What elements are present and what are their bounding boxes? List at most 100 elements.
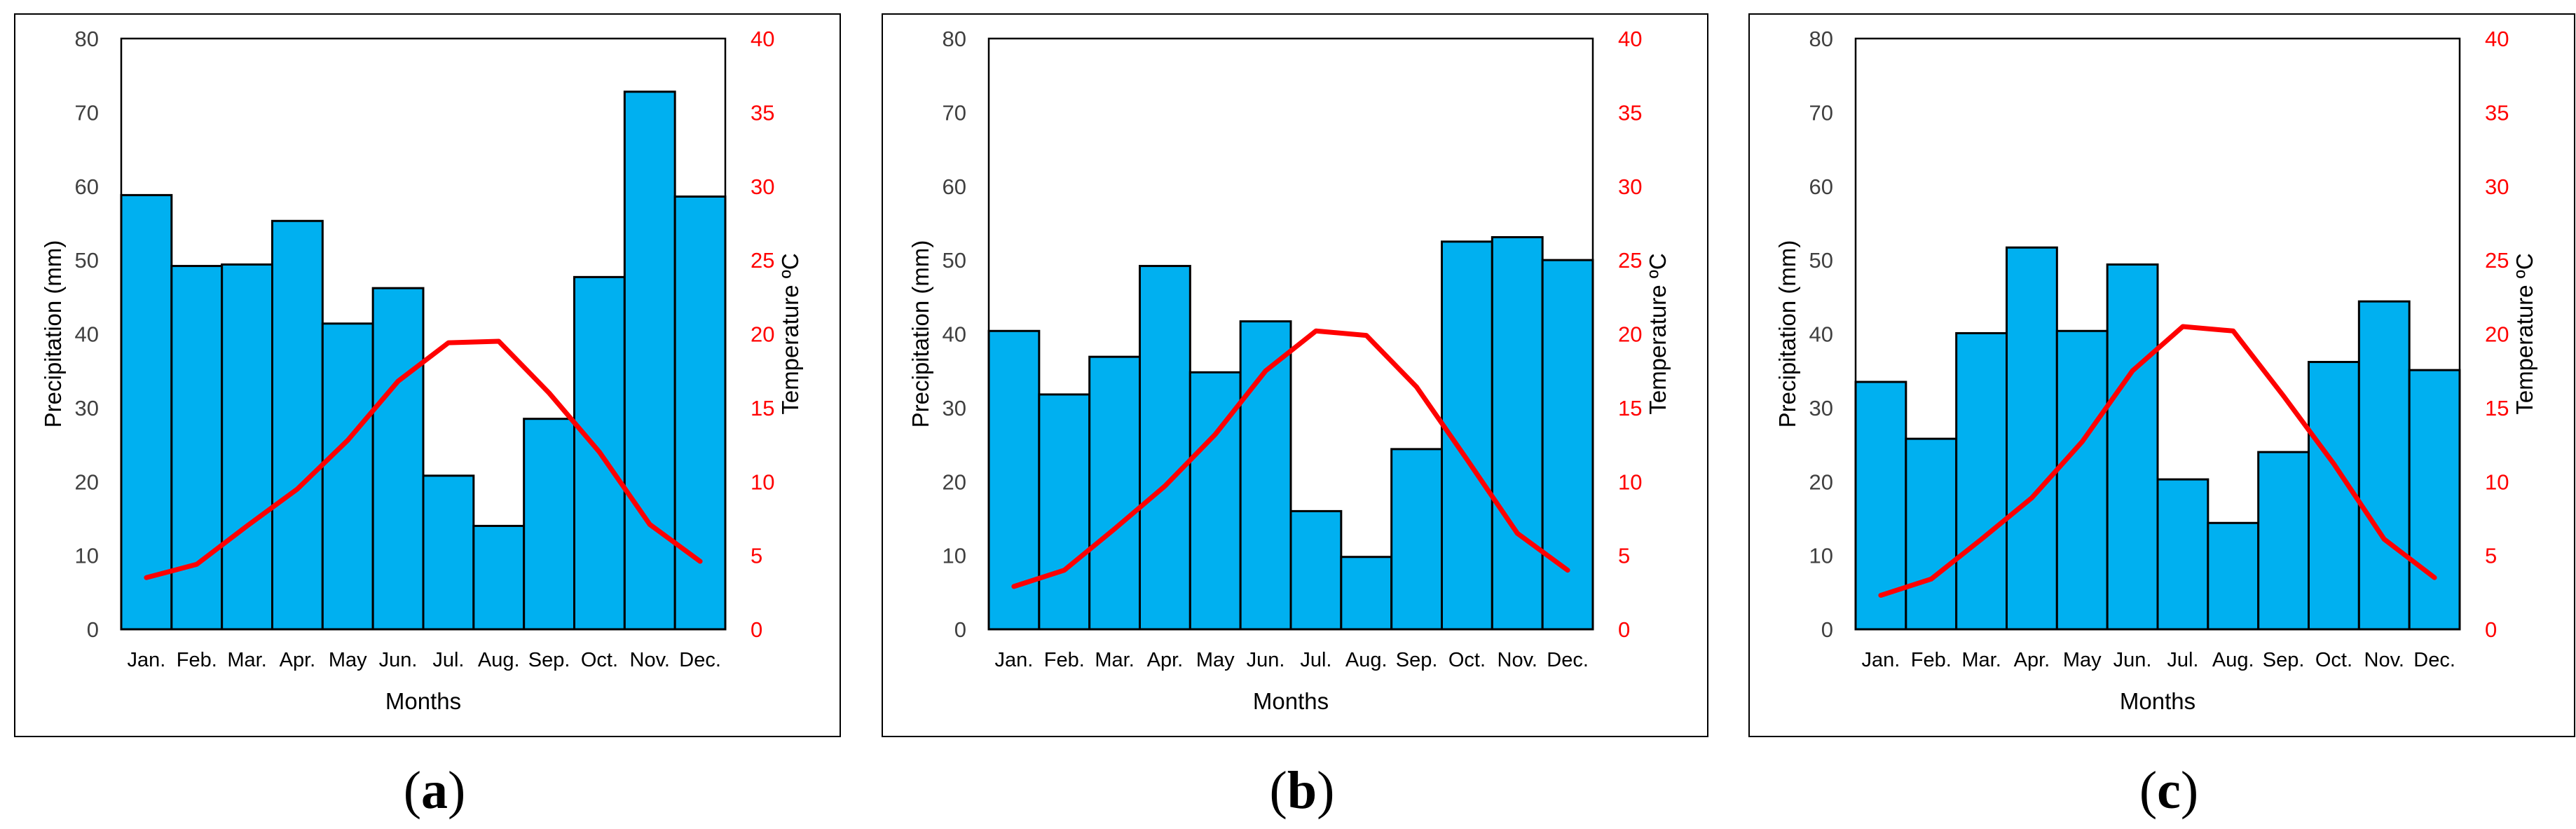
y-tick-label: 10 [75,544,99,568]
x-tick-label: Jun. [1247,649,1285,671]
precip-bar [371,287,425,631]
x-tick-label: Apr. [280,649,316,671]
y2-tick-label: 20 [751,322,774,347]
chart-panel-b: 0 10 20 30 40 50 60 70 80 0 5 10 15 20 25 30 35 40 Jan. Feb… [882,13,1708,737]
precip-bar [1340,556,1393,631]
x-tick-label: Feb. [177,649,217,671]
y2-tick-label: 25 [1618,248,1642,273]
precip-bar [1038,393,1091,631]
y-tick-label: 10 [943,544,966,568]
x-tick-label: Dec. [2413,649,2455,671]
y2-tick-label: 10 [751,470,774,494]
x-tick-label: Sep. [528,649,570,671]
y-tick-label: 50 [943,248,966,273]
y-tick-label: 0 [1821,617,1833,642]
precip-bar [321,322,374,631]
plot-frame [1854,37,2461,631]
y-tick-label: 40 [75,322,99,347]
y2-tick-label: 10 [1618,470,1642,494]
y-tick-label: 10 [1809,544,1833,568]
x-tick-label: May [329,649,367,671]
precip-bar [271,219,324,631]
precip-bar [221,263,273,631]
x-tick-label: Apr. [2014,649,2050,671]
y2-tick-label: 30 [2485,174,2509,199]
x-tick-label: Jul. [432,649,464,671]
x-tick-label: Feb. [1911,649,1952,671]
precip-bar [1088,355,1141,631]
x-tick-label: Aug. [478,649,520,671]
y2-tick-label: 0 [1618,617,1630,642]
x-tick-label: Mar. [1961,649,2001,671]
y2-tick-label: 0 [751,617,762,642]
x-tick-label: Mar. [1095,649,1134,671]
y2-axis-label: Temperature ºC [2512,253,2537,414]
y2-tick-label: 5 [2485,544,2497,568]
y-tick-label: 50 [75,248,99,273]
precip-bar [2308,361,2360,631]
x-tick-label: Jul. [2167,649,2198,671]
y-tick-label: 80 [75,27,99,51]
y2-tick-label: 25 [2485,248,2509,273]
caption-a-letter: a [421,761,448,820]
precip-bar [2357,300,2411,631]
y2-tick-label: 15 [1618,396,1642,420]
x-tick-label: Aug. [2212,649,2254,671]
precip-bar [1239,320,1292,631]
precip-bar [1390,448,1444,631]
precip-bar [1955,331,2008,631]
y-tick-label: 30 [75,396,99,420]
x-tick-label: Oct. [2315,649,2352,671]
y2-tick-label: 20 [2485,322,2509,347]
precip-bar [2006,246,2058,631]
x-tick-label: Mar. [227,649,266,671]
x-tick-label: Nov. [1498,649,1537,671]
x-tick-label: Feb. [1044,649,1085,671]
x-tick-label: Jan. [995,649,1034,671]
y2-tick-label: 35 [2485,100,2509,125]
precip-bar [2257,451,2310,631]
precip-bar [1905,437,1958,631]
x-tick-label: Nov. [630,649,670,671]
x-tick-label: Dec. [1547,649,1589,671]
y-tick-label: 40 [1809,322,1833,347]
precip-bar [422,474,475,631]
precip-bar [623,90,676,631]
y-tick-label: 70 [943,100,966,125]
x-axis-label: Months [1253,688,1329,714]
x-tick-label: Jun. [379,649,418,671]
x-tick-label: Jan. [1862,649,1900,671]
y2-tick-label: 15 [751,396,774,420]
y-tick-label: 60 [943,174,966,199]
y2-tick-label: 15 [2485,396,2509,420]
y2-tick-label: 40 [1618,27,1642,51]
chart-b-svg: 0 10 20 30 40 50 60 70 80 0 5 10 15 20 25 30 35 40 Jan. Feb… [907,27,1671,714]
y-tick-label: 80 [943,27,966,51]
y-tick-label: 70 [1809,100,1833,125]
chart-c-svg: 0 10 20 30 40 50 60 70 80 0 5 10 15 20 25 30 35 40 Jan. Feb… [1774,27,2537,714]
y-tick-label: 20 [75,470,99,494]
caption-c: (c) [2139,761,2199,820]
y2-tick-label: 30 [751,174,774,199]
precip-bar [2207,521,2260,631]
x-tick-label: Oct. [1448,649,1486,671]
y2-tick-label: 0 [2485,617,2497,642]
y-tick-label: 30 [943,396,966,420]
caption-b-letter: b [1287,761,1317,820]
y-tick-label: 0 [954,617,966,642]
chart-panel-c: 0 10 20 30 40 50 60 70 80 0 5 10 15 20 25 30 35 40 Jan. Feb… [1748,13,2575,737]
y2-tick-label: 25 [751,248,774,273]
precip-bar [2156,478,2210,631]
x-tick-label: Jan. [128,649,166,671]
y2-tick-label: 5 [1618,544,1630,568]
x-tick-label: May [2063,649,2102,671]
x-axis-label: Months [385,688,461,714]
precip-bar [673,196,727,631]
x-tick-label: Sep. [1396,649,1438,671]
y-axis-label: Precipitation (mm) [40,240,66,428]
precip-bar [2408,369,2461,631]
y-tick-label: 40 [943,322,966,347]
caption-c-letter: c [2157,761,2181,820]
temperature-line [144,338,703,580]
x-tick-label: Apr. [1147,649,1184,671]
